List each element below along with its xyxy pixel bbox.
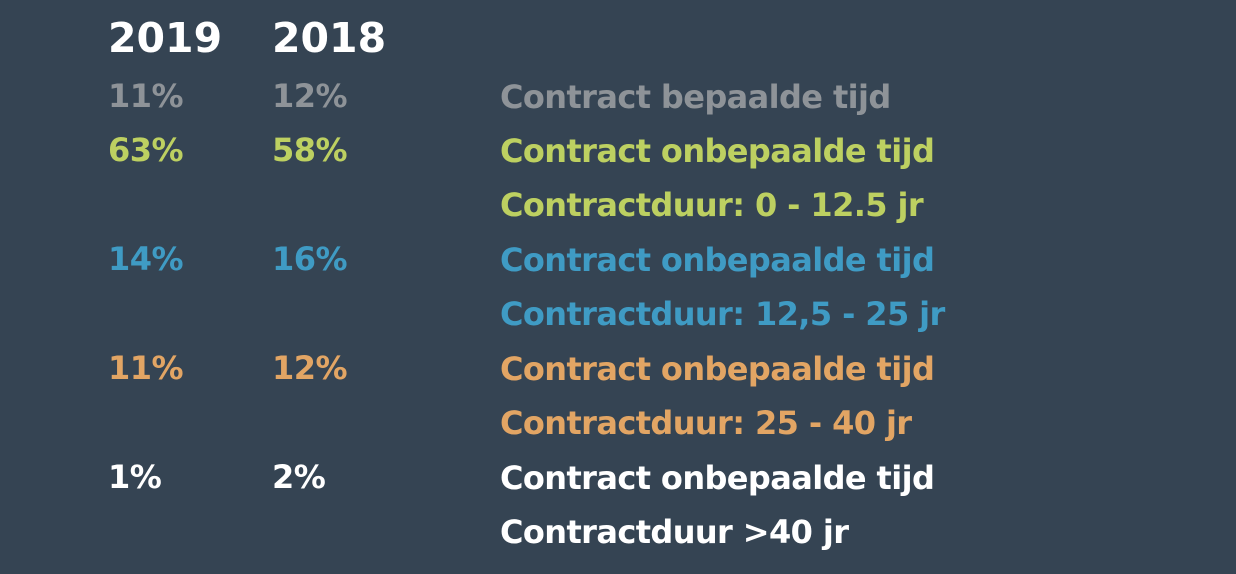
percentage-2018: 16% <box>272 240 348 278</box>
percentage-2018: 12% <box>272 349 348 387</box>
contract-label: Contract onbepaalde tijd Contractduur: 1… <box>500 233 945 341</box>
contract-type: Contract bepaalde tijd <box>500 78 891 116</box>
contract-label: Contract onbepaalde tijd Contractduur: 2… <box>500 342 935 450</box>
contract-label: Contract bepaalde tijd <box>500 70 891 124</box>
column-header-2018: 2018 <box>272 14 387 62</box>
contract-type: Contract onbepaalde tijd <box>500 132 935 170</box>
percentage-2018: 12% <box>272 77 348 115</box>
table-row: 11% 12% Contract onbepaalde tijd Contrac… <box>0 342 1236 451</box>
contract-duration: Contractduur: 0 - 12.5 jr <box>500 186 924 224</box>
table-header: 2019 2018 <box>0 14 600 62</box>
percentage-2018: 2% <box>272 458 326 496</box>
contract-duration: Contractduur >40 jr <box>500 513 849 551</box>
contract-type: Contract onbepaalde tijd <box>500 350 935 388</box>
percentage-2019: 1% <box>108 458 162 496</box>
percentage-2019: 63% <box>108 131 184 169</box>
table-row: 1% 2% Contract onbepaalde tijd Contractd… <box>0 451 1236 560</box>
table-row: 63% 58% Contract onbepaalde tijd Contrac… <box>0 124 1236 233</box>
contract-label: Contract onbepaalde tijd Contractduur: 0… <box>500 124 935 232</box>
contract-rows: 11% 12% Contract bepaalde tijd 63% 58% C… <box>0 70 1236 560</box>
percentage-2019: 11% <box>108 349 184 387</box>
contract-type: Contract onbepaalde tijd <box>500 459 935 497</box>
contract-duration: Contractduur: 12,5 - 25 jr <box>500 295 945 333</box>
percentage-2018: 58% <box>272 131 348 169</box>
contract-type: Contract onbepaalde tijd <box>500 241 935 279</box>
column-header-2019: 2019 <box>108 14 223 62</box>
table-row: 14% 16% Contract onbepaalde tijd Contrac… <box>0 233 1236 342</box>
contract-label: Contract onbepaalde tijd Contractduur >4… <box>500 451 935 559</box>
table-row: 11% 12% Contract bepaalde tijd <box>0 70 1236 124</box>
contract-duration: Contractduur: 25 - 40 jr <box>500 404 912 442</box>
percentage-2019: 11% <box>108 77 184 115</box>
percentage-2019: 14% <box>108 240 184 278</box>
